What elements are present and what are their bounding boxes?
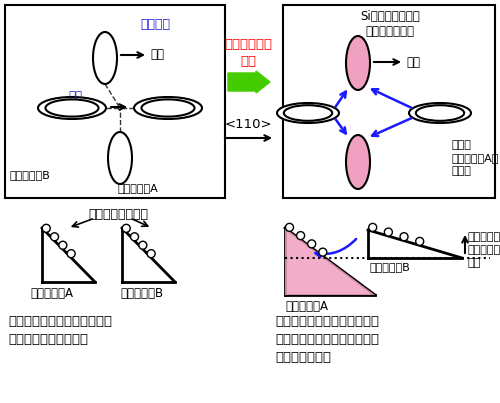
Text: 度を向上できる: 度を向上できる bbox=[275, 351, 331, 364]
Text: 有効質量になる: 有効質量になる bbox=[366, 25, 414, 38]
Circle shape bbox=[416, 237, 424, 245]
Ellipse shape bbox=[134, 97, 202, 119]
Ellipse shape bbox=[284, 105, 332, 121]
Ellipse shape bbox=[277, 103, 339, 123]
Circle shape bbox=[42, 224, 50, 232]
Text: 有効質量: 有効質量 bbox=[140, 18, 170, 31]
Text: 印加: 印加 bbox=[240, 55, 256, 68]
Text: ひずみにより: ひずみにより bbox=[468, 232, 500, 242]
Ellipse shape bbox=[346, 135, 370, 189]
Text: 引張りひずみ: 引張りひずみ bbox=[224, 38, 272, 51]
Polygon shape bbox=[285, 228, 375, 295]
Circle shape bbox=[67, 250, 75, 258]
Text: サブバンドAへ: サブバンドAへ bbox=[452, 153, 500, 163]
Text: サブバンドB: サブバンドB bbox=[370, 262, 411, 272]
Circle shape bbox=[286, 223, 294, 231]
Circle shape bbox=[400, 233, 408, 241]
Text: サブバンドA: サブバンドA bbox=[285, 300, 328, 313]
Circle shape bbox=[130, 233, 138, 241]
Text: 上昇: 上昇 bbox=[468, 258, 481, 268]
Ellipse shape bbox=[142, 100, 195, 116]
Text: サブバンドA: サブバンドA bbox=[118, 183, 159, 193]
Text: 軽い: 軽い bbox=[150, 48, 164, 62]
Ellipse shape bbox=[108, 132, 132, 184]
Ellipse shape bbox=[93, 32, 117, 84]
Ellipse shape bbox=[409, 103, 471, 123]
Circle shape bbox=[296, 232, 304, 240]
Text: 有効質量の重いサブバンドの: 有効質量の重いサブバンドの bbox=[8, 315, 112, 328]
Text: 電子が同等に存在: 電子が同等に存在 bbox=[88, 208, 148, 221]
Circle shape bbox=[384, 228, 392, 236]
Circle shape bbox=[50, 233, 58, 241]
Ellipse shape bbox=[346, 36, 370, 90]
Text: 軽い: 軽い bbox=[406, 56, 420, 69]
Ellipse shape bbox=[416, 105, 464, 121]
Ellipse shape bbox=[46, 100, 98, 116]
Circle shape bbox=[139, 241, 147, 249]
Circle shape bbox=[308, 240, 316, 248]
Text: Si中では最も軽い: Si中では最も軽い bbox=[360, 10, 420, 23]
Bar bbox=[5, 5, 225, 198]
Circle shape bbox=[59, 241, 67, 249]
Text: 重い: 重い bbox=[68, 91, 82, 104]
Circle shape bbox=[368, 223, 376, 231]
Text: サブバンドB: サブバンドB bbox=[120, 287, 163, 300]
Text: エネルギー: エネルギー bbox=[468, 245, 500, 255]
Text: <110>: <110> bbox=[224, 118, 272, 131]
FancyArrow shape bbox=[228, 71, 270, 93]
Text: 電子を移動させることで移動: 電子を移動させることで移動 bbox=[275, 333, 379, 346]
Bar bbox=[283, 5, 495, 198]
Circle shape bbox=[147, 250, 155, 258]
Ellipse shape bbox=[38, 97, 106, 119]
Text: サブバンドB: サブバンドB bbox=[10, 170, 51, 180]
Circle shape bbox=[122, 224, 130, 232]
Circle shape bbox=[319, 248, 327, 256]
Text: へ移動: へ移動 bbox=[452, 166, 472, 176]
Text: サブバンドA: サブバンドA bbox=[30, 287, 73, 300]
Text: 影響により伝道が阻害: 影響により伝道が阻害 bbox=[8, 333, 88, 346]
Text: 電子が: 電子が bbox=[452, 140, 472, 150]
Text: 有効質量の軽いサブバンドに: 有効質量の軽いサブバンドに bbox=[275, 315, 379, 328]
